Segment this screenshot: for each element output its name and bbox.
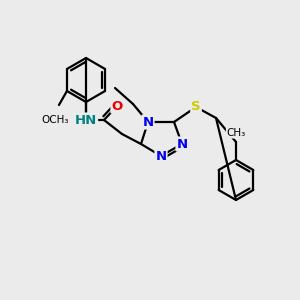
Text: N: N xyxy=(155,149,167,163)
Text: N: N xyxy=(142,116,154,128)
Text: CH₃: CH₃ xyxy=(226,128,246,138)
Text: S: S xyxy=(191,100,201,113)
Text: O: O xyxy=(111,100,123,112)
Text: OCH₃: OCH₃ xyxy=(41,115,69,125)
Text: N: N xyxy=(176,137,188,151)
Text: HN: HN xyxy=(75,113,97,127)
